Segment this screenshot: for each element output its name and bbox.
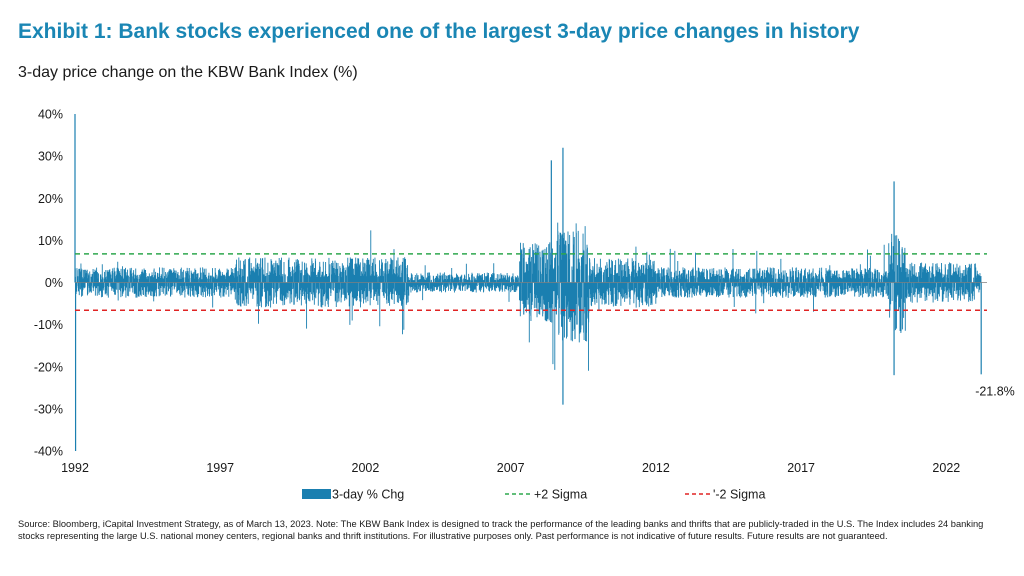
- y-tick-label: -40%: [34, 445, 63, 459]
- chart-title: Exhibit 1: Bank stocks experienced one o…: [18, 20, 860, 43]
- series-bars-noise: [74, 222, 982, 371]
- x-tick-label: 2012: [642, 461, 670, 475]
- x-tick-label: 1997: [206, 461, 234, 475]
- sigma-lines: [75, 253, 987, 312]
- y-tick-label: 0%: [45, 276, 63, 290]
- y-tick-label: -20%: [34, 360, 63, 374]
- legend-swatch-bar: [302, 489, 331, 499]
- y-tick-label: -30%: [34, 402, 63, 416]
- x-tick-label: 2007: [497, 461, 525, 475]
- legend-label-minus-sigma: '-2 Sigma: [713, 488, 765, 502]
- chart-legend: 3-day % Chg +2 Sigma '-2 Sigma: [302, 488, 765, 502]
- legend-label-3day: 3-day % Chg: [332, 488, 404, 502]
- chart-axes: 40% 30% 20% 10% 0% -10% -20% -30% -40% 1992 1997 20…: [34, 108, 987, 475]
- x-tick-label: 2002: [352, 461, 380, 475]
- legend-label-plus-sigma: +2 Sigma: [534, 488, 587, 502]
- source-footnote: Source: Bloomberg, iCapital Investment S…: [18, 519, 984, 541]
- x-tick-label: 2017: [787, 461, 815, 475]
- x-tick-label: 2022: [932, 461, 960, 475]
- chart-labels: -21.8%: [975, 384, 1015, 398]
- y-tick-label: 40%: [38, 108, 63, 122]
- x-tick-label: 1992: [61, 461, 89, 475]
- chart-subtitle: 3-day price change on the KBW Bank Index…: [18, 64, 358, 81]
- y-tick-label: 10%: [38, 234, 63, 248]
- annotation-label: -21.8%: [975, 384, 1015, 398]
- y-tick-label: 30%: [38, 150, 63, 164]
- y-tick-label: -10%: [34, 318, 63, 332]
- series-bars: [74, 114, 982, 451]
- y-tick-label: 20%: [38, 192, 63, 206]
